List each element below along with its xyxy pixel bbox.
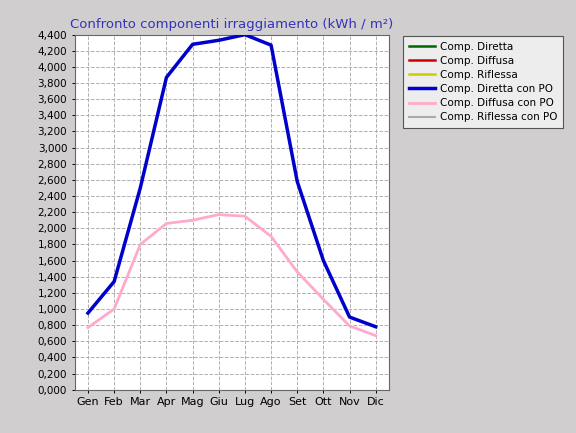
Title: Confronto componenti irraggiamento (kWh / m²): Confronto componenti irraggiamento (kWh …	[70, 18, 393, 31]
Legend: Comp. Diretta, Comp. Diffusa, Comp. Riflessa, Comp. Diretta con PO, Comp. Diffus: Comp. Diretta, Comp. Diffusa, Comp. Rifl…	[403, 36, 563, 128]
